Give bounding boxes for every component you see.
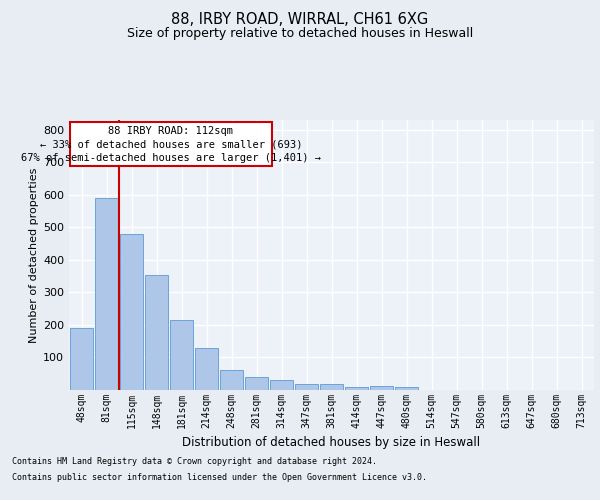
Text: Contains public sector information licensed under the Open Government Licence v3: Contains public sector information licen… xyxy=(12,472,427,482)
Bar xyxy=(95,198,118,390)
Text: 88, IRBY ROAD, WIRRAL, CH61 6XG: 88, IRBY ROAD, WIRRAL, CH61 6XG xyxy=(172,12,428,28)
Text: 67% of semi-detached houses are larger (1,401) →: 67% of semi-detached houses are larger (… xyxy=(21,153,321,163)
FancyBboxPatch shape xyxy=(70,122,271,166)
Bar xyxy=(195,348,218,390)
Bar xyxy=(70,328,93,390)
Bar xyxy=(220,370,243,390)
Text: 88 IRBY ROAD: 112sqm: 88 IRBY ROAD: 112sqm xyxy=(109,126,233,136)
Y-axis label: Number of detached properties: Number of detached properties xyxy=(29,168,39,342)
Text: Contains HM Land Registry data © Crown copyright and database right 2024.: Contains HM Land Registry data © Crown c… xyxy=(12,458,377,466)
Bar xyxy=(370,386,393,390)
Bar xyxy=(320,384,343,390)
Bar xyxy=(170,320,193,390)
Bar xyxy=(395,386,418,390)
X-axis label: Distribution of detached houses by size in Heswall: Distribution of detached houses by size … xyxy=(182,436,481,450)
Bar xyxy=(145,274,168,390)
Text: ← 33% of detached houses are smaller (693): ← 33% of detached houses are smaller (69… xyxy=(40,140,302,149)
Bar xyxy=(270,380,293,390)
Text: Size of property relative to detached houses in Heswall: Size of property relative to detached ho… xyxy=(127,28,473,40)
Bar xyxy=(345,386,368,390)
Bar xyxy=(295,384,318,390)
Bar xyxy=(120,234,143,390)
Bar xyxy=(245,377,268,390)
